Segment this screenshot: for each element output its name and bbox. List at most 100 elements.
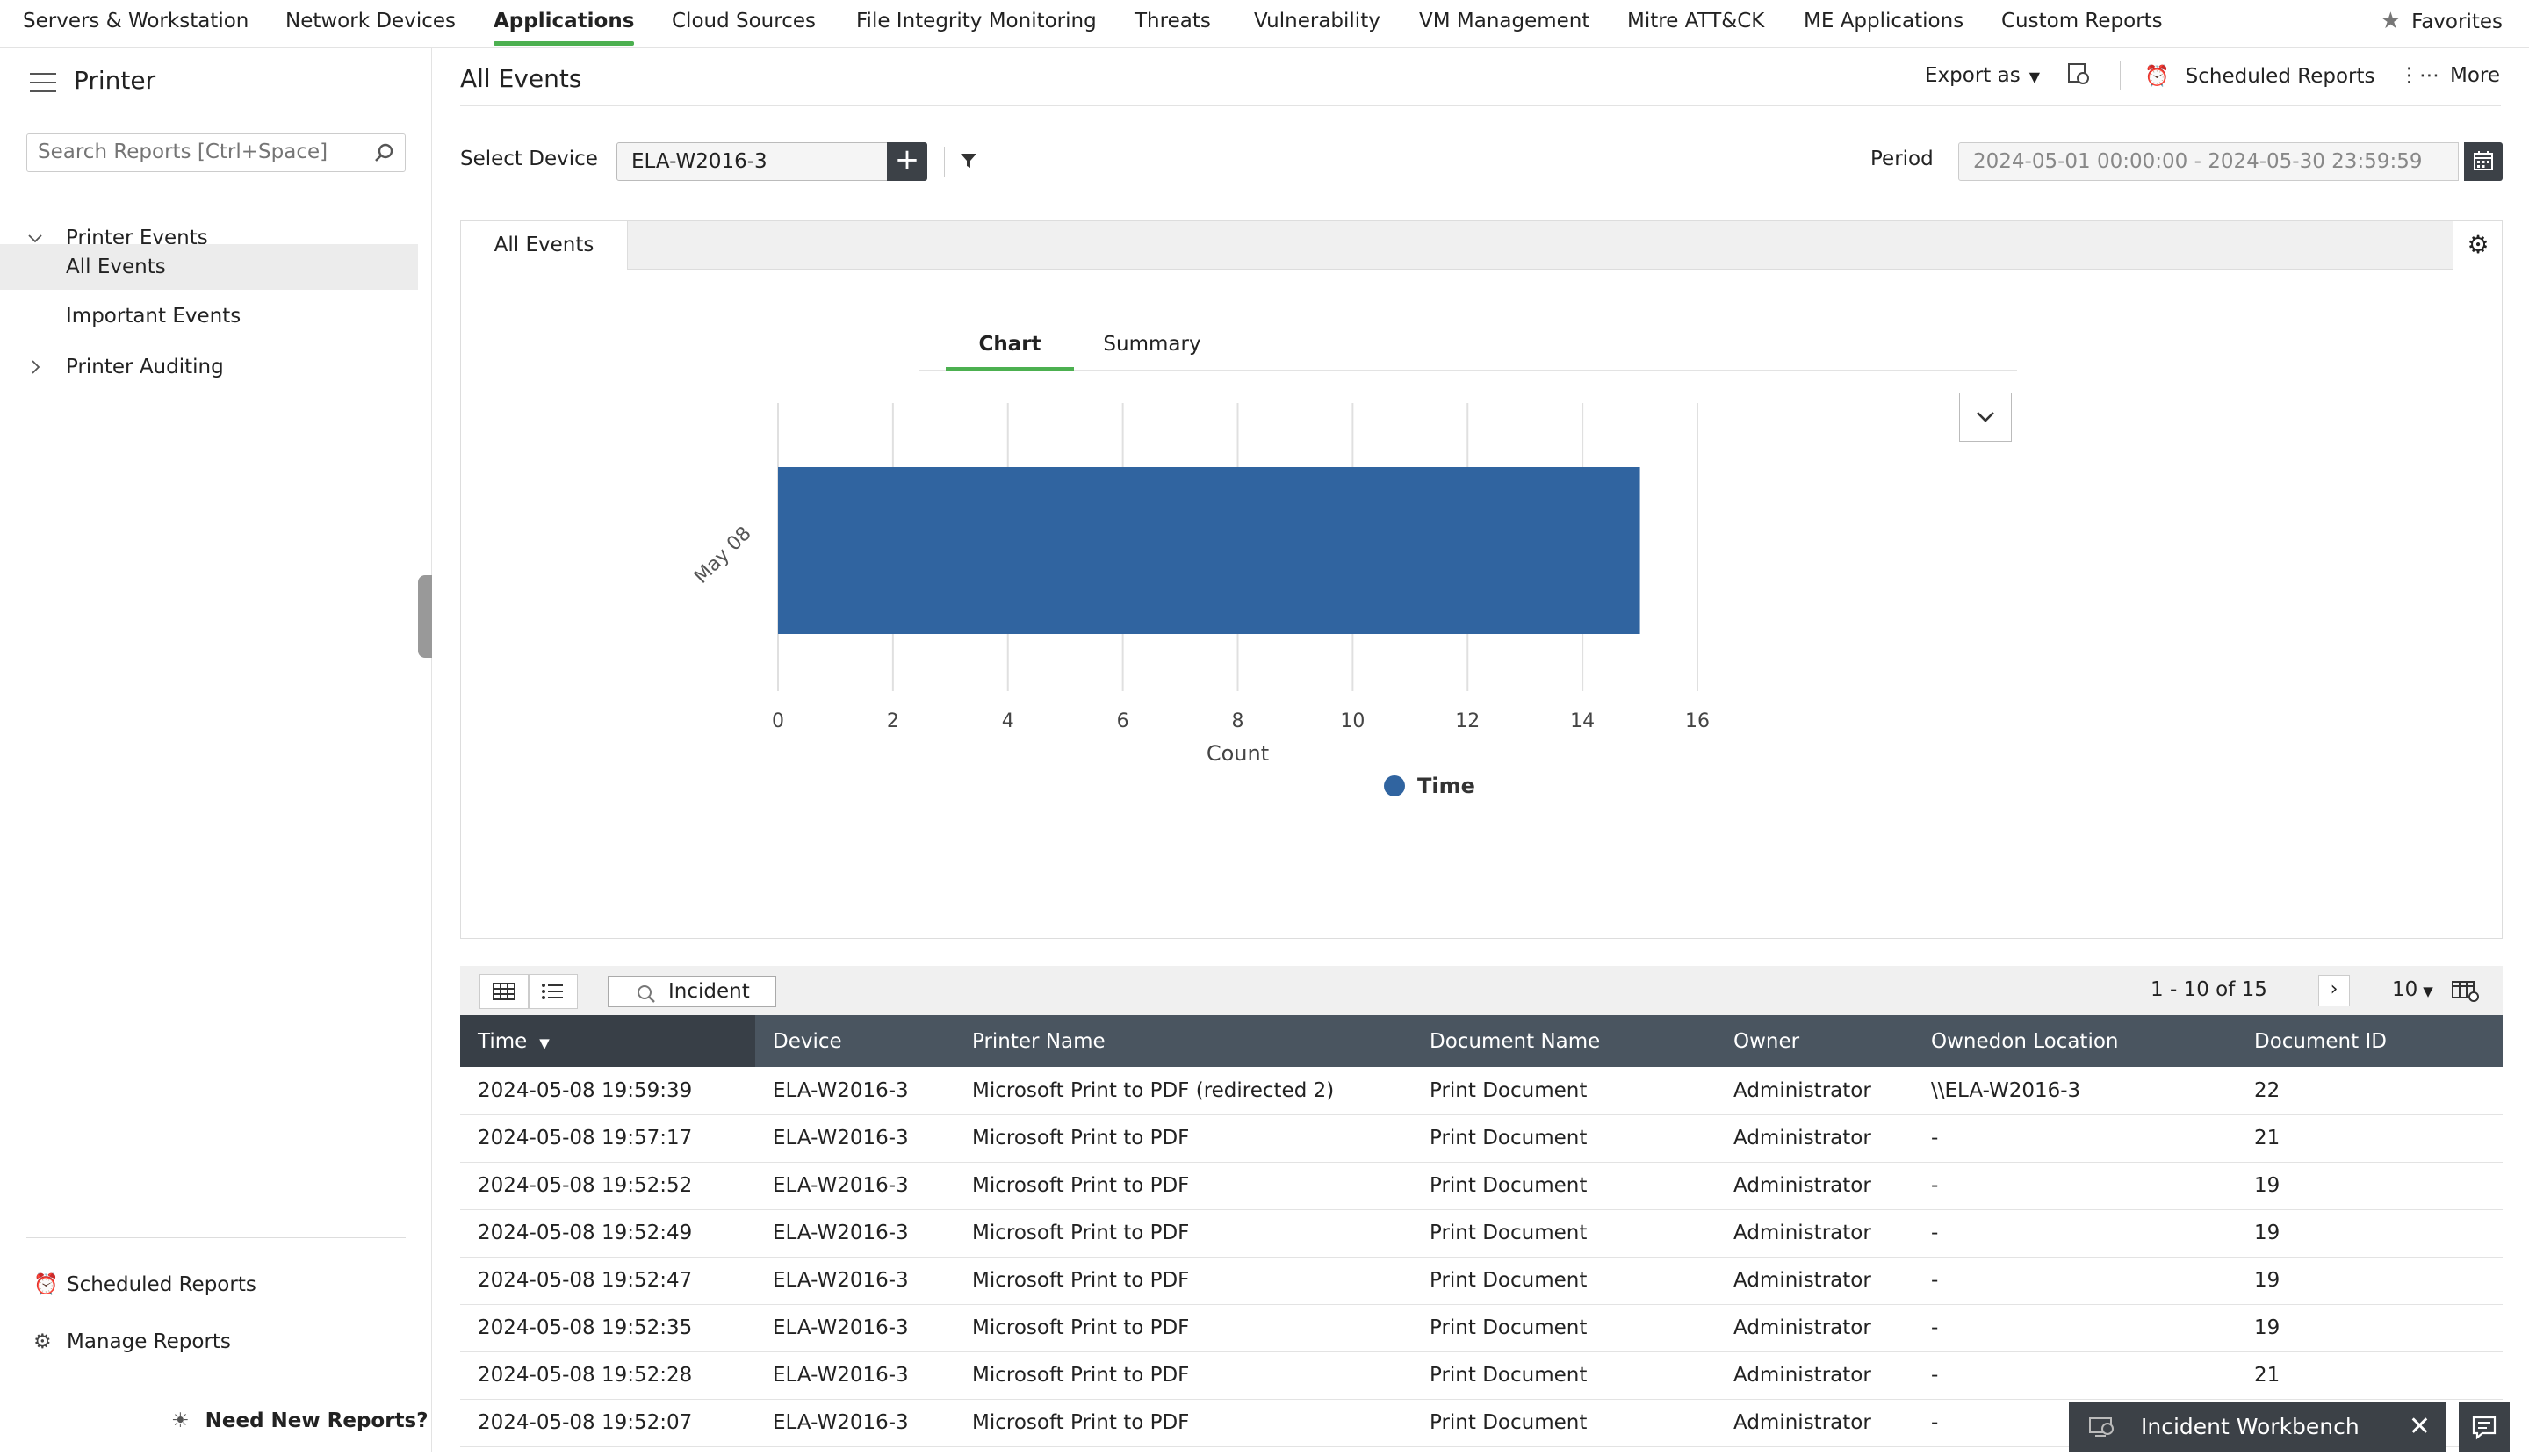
chat-icon bbox=[2472, 1416, 2497, 1440]
tab-summary[interactable]: Summary bbox=[1103, 333, 1201, 356]
hamburger-menu-icon[interactable] bbox=[30, 73, 56, 92]
next-page-button[interactable]: › bbox=[2318, 975, 2350, 1006]
nav-vm-management[interactable]: VM Management bbox=[1419, 10, 1590, 32]
nav-mitre-attack[interactable]: Mitre ATT&CK bbox=[1627, 10, 1765, 32]
table-cell: 19 bbox=[2237, 1209, 2503, 1258]
table-cell: 19 bbox=[2237, 1162, 2503, 1210]
list-view-button[interactable] bbox=[529, 974, 578, 1009]
table-cell: ELA-W2016-3 bbox=[755, 1399, 955, 1447]
nav-custom-reports[interactable]: Custom Reports bbox=[2001, 10, 2163, 32]
column-header-owner[interactable]: Owner bbox=[1716, 1015, 1913, 1067]
table-cell: 2024-05-08 19:52:07 bbox=[460, 1399, 755, 1447]
y-tick-label: May 08 bbox=[690, 523, 756, 588]
sidebar-collapse-handle[interactable] bbox=[418, 575, 432, 658]
period-field[interactable]: 2024-05-01 00:00:00 - 2024-05-30 23:59:5… bbox=[1958, 142, 2459, 181]
period-label: Period bbox=[1870, 148, 1934, 170]
table-row[interactable]: 2024-05-08 19:52:49 ELA-W2016-3 Microsoft … bbox=[460, 1209, 2503, 1258]
chart-options-dropdown[interactable] bbox=[1959, 393, 2012, 442]
column-header-document-id[interactable]: Document ID bbox=[2237, 1015, 2503, 1067]
scheduled-reports-link[interactable]: ⏰ Scheduled Reports bbox=[33, 1272, 256, 1296]
grid-view-button[interactable] bbox=[479, 974, 529, 1009]
table-row[interactable]: 2024-05-08 19:59:39 ELA-W2016-3 Microsoft … bbox=[460, 1067, 2503, 1115]
table-cell: Print Document bbox=[1412, 1257, 1716, 1305]
search-input[interactable] bbox=[27, 134, 361, 169]
chevron-down-icon bbox=[28, 234, 42, 243]
nav-file-integrity-monitoring[interactable]: File Integrity Monitoring bbox=[856, 10, 1097, 32]
scheduled-reports-button[interactable]: ⏰ Scheduled Reports bbox=[2144, 64, 2374, 88]
lightbulb-icon: ☀ bbox=[171, 1409, 190, 1432]
report-settings-icon[interactable] bbox=[2065, 61, 2092, 87]
chat-button[interactable] bbox=[2459, 1402, 2510, 1452]
search-icon[interactable] bbox=[373, 142, 394, 163]
export-as-dropdown[interactable]: Export as ▼ bbox=[1925, 64, 2040, 87]
nav-vulnerability[interactable]: Vulnerability bbox=[1254, 10, 1380, 32]
device-field[interactable]: ELA-W2016-3 bbox=[616, 142, 889, 181]
table-cell: Print Document bbox=[1412, 1399, 1716, 1447]
need-new-reports-link[interactable]: ☀ Need New Reports? bbox=[171, 1409, 429, 1432]
main-content: All Events Export as ▼ ⏰ Scheduled Reports… bbox=[432, 48, 2529, 1452]
table-cell: - bbox=[1913, 1304, 2237, 1352]
page-size-dropdown[interactable]: 10 ▼ bbox=[2392, 978, 2433, 1001]
panel-tab-bar: All Events ⚙ bbox=[461, 221, 2502, 270]
panel-settings-button[interactable]: ⚙ bbox=[2453, 221, 2502, 270]
tab-all-events[interactable]: All Events bbox=[461, 221, 628, 270]
table-cell: Administrator bbox=[1716, 1304, 1913, 1352]
manage-reports-link[interactable]: ⚙ Manage Reports bbox=[33, 1330, 231, 1353]
table-cell: 2024-05-08 19:52:52 bbox=[460, 1162, 755, 1210]
calendar-button[interactable] bbox=[2464, 142, 2503, 181]
table-cell: Print Document bbox=[1412, 1209, 1716, 1258]
nav-network-devices[interactable]: Network Devices bbox=[285, 10, 456, 32]
table-cell: - bbox=[1913, 1114, 2237, 1163]
tree-group-printer-auditing[interactable]: Printer Auditing bbox=[0, 344, 418, 390]
nav-servers-workstation[interactable]: Servers & Workstation bbox=[23, 10, 249, 32]
column-header-ownedon-location[interactable]: Ownedon Location bbox=[1913, 1015, 2237, 1067]
close-icon[interactable]: ✕ bbox=[2408, 1411, 2431, 1442]
report-panel: All Events ⚙ Chart Summary 0 2 4 6 8 10 12 14 16… bbox=[460, 220, 2503, 939]
sidebar-item-all-events[interactable]: All Events bbox=[0, 244, 418, 290]
nav-threats[interactable]: Threats bbox=[1135, 10, 1211, 32]
table-cell: ELA-W2016-3 bbox=[755, 1304, 955, 1352]
legend-marker bbox=[1384, 775, 1405, 796]
table-cell: - bbox=[1913, 1162, 2237, 1210]
column-header-document-name[interactable]: Document Name bbox=[1412, 1015, 1716, 1067]
favorites-button[interactable]: ★ Favorites bbox=[2381, 0, 2503, 44]
x-tick-label: 2 bbox=[887, 710, 899, 732]
gear-icon: ⚙ bbox=[33, 1330, 52, 1353]
nav-me-applications[interactable]: ME Applications bbox=[1804, 10, 1964, 32]
table-cell: 19 bbox=[2237, 1304, 2503, 1352]
incident-label: Incident bbox=[668, 980, 750, 1003]
x-axis-label: Count bbox=[1207, 741, 1269, 766]
table-row[interactable]: 2024-05-08 19:57:17 ELA-W2016-3 Microsoft … bbox=[460, 1114, 2503, 1163]
table-row[interactable]: 2024-05-08 19:52:35 ELA-W2016-3 Microsoft … bbox=[460, 1304, 2503, 1352]
table-cell: ELA-W2016-3 bbox=[755, 1351, 955, 1400]
sidebar-item-important-events[interactable]: Important Events bbox=[66, 305, 241, 328]
table-cell: 2024-05-08 19:52:28 bbox=[460, 1351, 755, 1400]
column-header-time[interactable]: Time ▼ bbox=[460, 1015, 755, 1067]
filter-icon[interactable] bbox=[959, 151, 978, 170]
table-cell: ELA-W2016-3 bbox=[755, 1162, 955, 1210]
caret-down-icon: ▼ bbox=[2423, 984, 2433, 999]
column-settings-icon[interactable] bbox=[2450, 978, 2480, 1003]
nav-cloud-sources[interactable]: Cloud Sources bbox=[672, 10, 816, 32]
table-cell: - bbox=[1913, 1209, 2237, 1258]
table-cell: ELA-W2016-3 bbox=[755, 1209, 955, 1258]
table-row[interactable]: 2024-05-08 19:52:28 ELA-W2016-3 Microsoft … bbox=[460, 1351, 2503, 1400]
x-tick-label: 12 bbox=[1455, 710, 1480, 732]
gear-icon: ⚙ bbox=[2467, 230, 2489, 259]
tab-chart[interactable]: Chart bbox=[946, 327, 1074, 371]
incident-workbench-bar[interactable]: Incident Workbench ✕ bbox=[2069, 1402, 2446, 1452]
add-device-button[interactable]: + bbox=[887, 142, 927, 181]
table-row[interactable]: 2024-05-08 19:52:47 ELA-W2016-3 Microsoft … bbox=[460, 1257, 2503, 1305]
more-button[interactable]: ⋮⋯ More bbox=[2399, 64, 2500, 87]
column-header-printer-name[interactable]: Printer Name bbox=[955, 1015, 1412, 1067]
alarm-clock-icon: ⏰ bbox=[2144, 65, 2170, 88]
table-row[interactable]: 2024-05-08 19:52:52 ELA-W2016-3 Microsoft … bbox=[460, 1162, 2503, 1210]
nav-applications[interactable]: Applications bbox=[494, 0, 635, 46]
events-table: Time ▼ Device Printer Name Document Name … bbox=[460, 1015, 2503, 1447]
table-cell: Administrator bbox=[1716, 1114, 1913, 1163]
table-cell: ELA-W2016-3 bbox=[755, 1114, 955, 1163]
table-cell: - bbox=[1913, 1257, 2237, 1305]
incident-button[interactable]: Incident bbox=[608, 976, 776, 1007]
x-tick-label: 10 bbox=[1340, 710, 1365, 732]
column-header-device[interactable]: Device bbox=[755, 1015, 955, 1067]
